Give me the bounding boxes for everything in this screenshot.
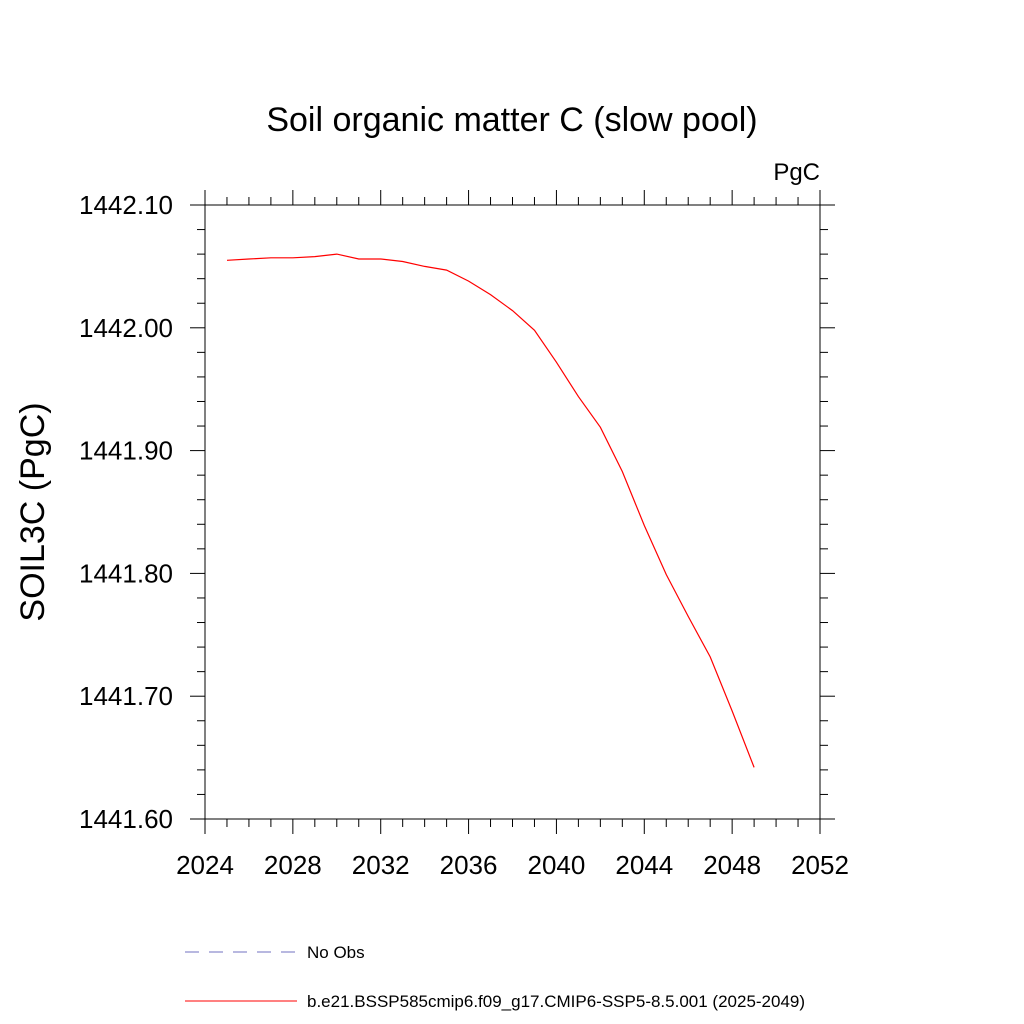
y-tick-label: 1442.00 xyxy=(79,313,173,343)
legend-label-no-obs: No Obs xyxy=(307,943,365,962)
y-tick-label: 1441.60 xyxy=(79,804,173,834)
y-tick-label: 1441.70 xyxy=(79,681,173,711)
units-label: PgC xyxy=(773,159,820,186)
x-tick-label: 2036 xyxy=(440,850,498,880)
axis-ticks: 2024 2028 2032 2036 2040 2044 2048 2052 1441.60 1… xyxy=(79,190,849,880)
x-tick-label: 2048 xyxy=(703,850,761,880)
series-line xyxy=(226,253,755,768)
y-axis-label: SOIL3C (PgC) xyxy=(14,402,52,621)
legend-label-model-run: b.e21.BSSP585cmip6.f09_g17.CMIP6-SSP5-8.… xyxy=(307,992,805,1011)
x-tick-label: 2040 xyxy=(528,850,586,880)
plot-frame xyxy=(204,204,821,820)
y-tick-label: 1441.90 xyxy=(79,436,173,466)
y-tick-label: 1441.80 xyxy=(79,558,173,588)
y-tick-label: 1442.10 xyxy=(79,190,173,220)
x-tick-label: 2032 xyxy=(352,850,410,880)
x-tick-label: 2028 xyxy=(264,850,322,880)
chart-title: Soil organic matter C (slow pool) xyxy=(266,101,757,139)
legend: No Obs b.e21.BSSP585cmip6.f09_g17.CMIP6-… xyxy=(185,943,805,1011)
x-tick-label: 2024 xyxy=(176,850,234,880)
x-tick-label: 2044 xyxy=(615,850,673,880)
series-layer xyxy=(226,253,755,768)
x-tick-label: 2052 xyxy=(791,850,849,880)
